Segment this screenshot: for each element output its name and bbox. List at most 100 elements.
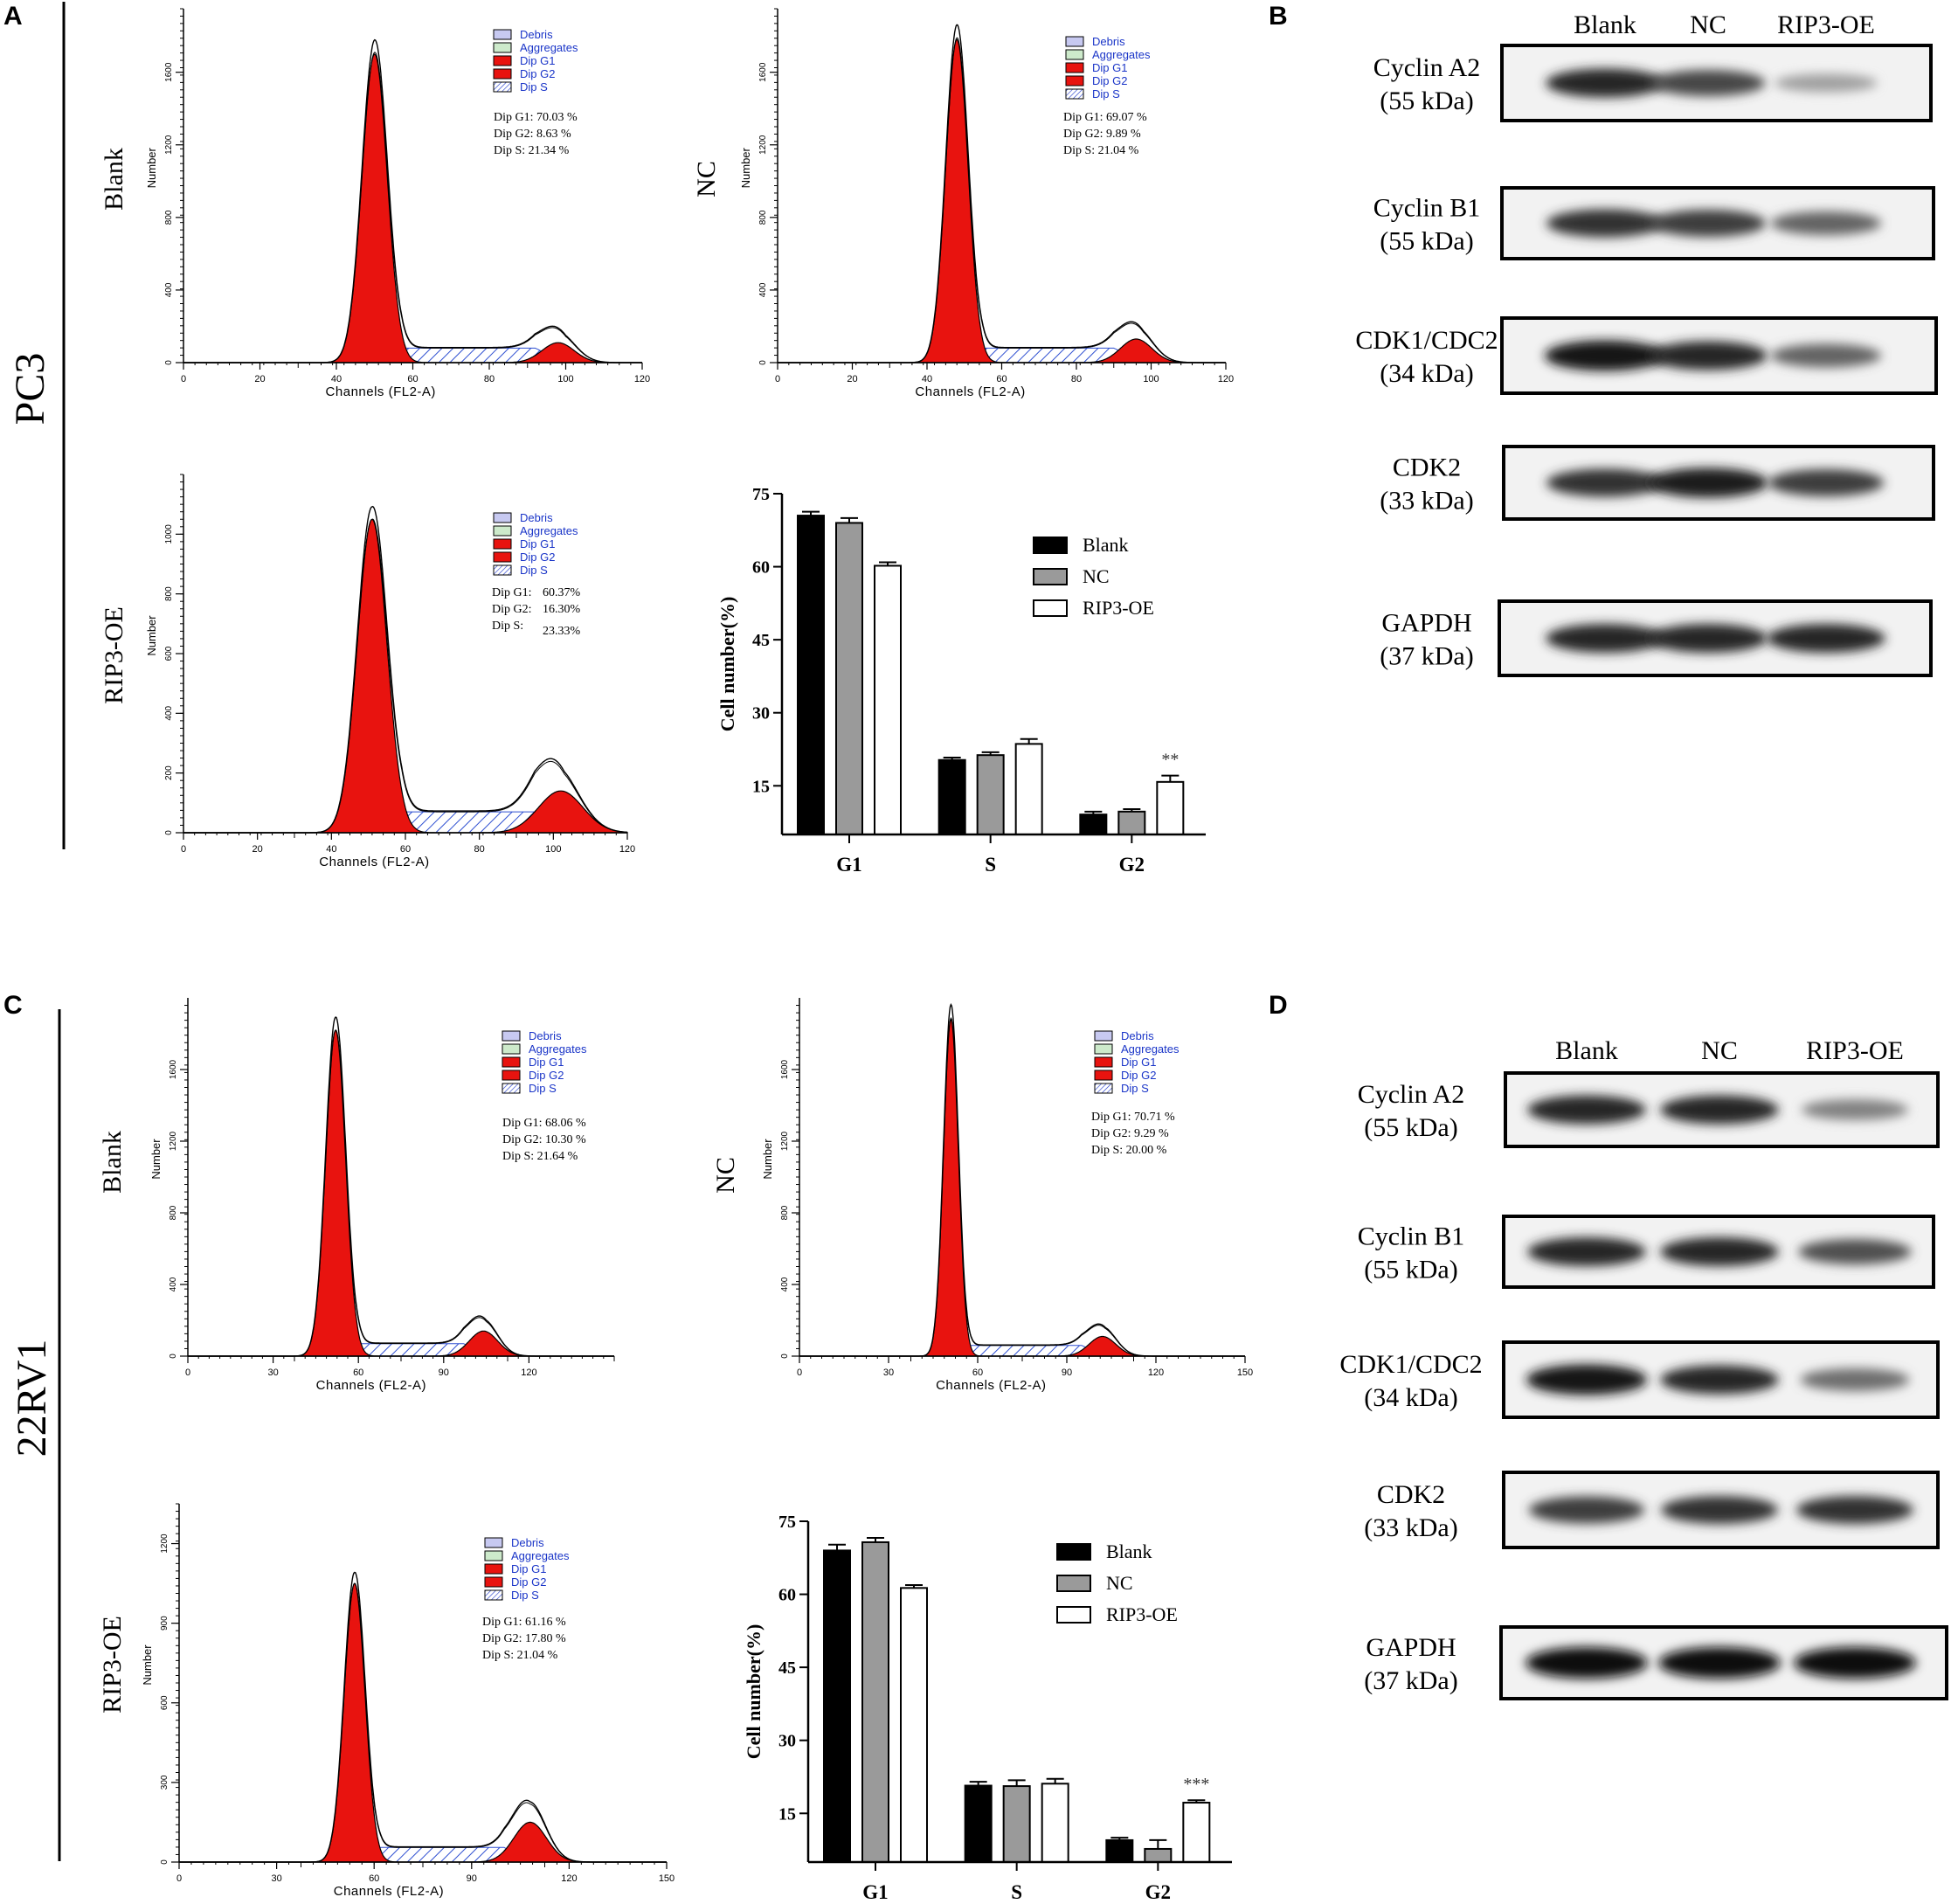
legend-swatch xyxy=(1094,1030,1113,1042)
legend-label: RIP3-OE xyxy=(1106,1603,1178,1625)
histogram-envelope-line xyxy=(183,505,627,834)
legend-label: Aggregates xyxy=(529,1042,587,1056)
legend-swatch xyxy=(493,81,512,93)
legend-swatch xyxy=(1065,36,1084,47)
y-tick-label: 0 xyxy=(164,360,174,365)
lane-label: RIP3-OE xyxy=(1806,1036,1904,1065)
x-tick-label: 40 xyxy=(331,374,342,384)
blot-strip-cyclin-b1: Cyclin B1 (55 kDa) xyxy=(1358,1215,1935,1289)
y-tick-label: 60 xyxy=(752,558,770,578)
stats-value: 16.30% xyxy=(543,603,581,616)
legend-label: Dip S xyxy=(520,564,548,577)
blot-strip-gapdh: GAPDH (37 kDa) xyxy=(1380,599,1933,677)
legend-label: Dip G2 xyxy=(520,67,555,80)
legend-label: Dip S xyxy=(529,1082,557,1095)
s-phase-area xyxy=(799,1345,1245,1357)
protein-band xyxy=(1660,1095,1779,1125)
legend-swatch xyxy=(484,1589,503,1601)
protein-band xyxy=(1528,1496,1645,1524)
legend-label: RIP3-OE xyxy=(1083,597,1154,619)
lane-label: NC xyxy=(1690,10,1726,39)
category-label: S xyxy=(985,854,996,876)
legend-swatch xyxy=(502,1030,521,1042)
y-tick-label: 900 xyxy=(160,1616,170,1631)
stats-line: Dip G1: 61.16 % xyxy=(482,1616,566,1629)
condition-label: Blank xyxy=(100,148,128,211)
blot-strip-cdk2: CDK2 (33 kDa) xyxy=(1364,1471,1940,1549)
flow-histogram-a-rip3-oe: 0 20 40 60 80 100 120 0 200 400 600 800 1000 Channels… xyxy=(100,474,635,869)
legend-label: Aggregates xyxy=(1092,48,1151,61)
y-axis-label: Number xyxy=(149,1139,163,1180)
y-tick-label: 1600 xyxy=(780,1059,790,1079)
lane-label: RIP3-OE xyxy=(1777,10,1875,39)
legend-swatch xyxy=(493,42,512,53)
bar-s-blank xyxy=(964,1784,993,1863)
bar-g1-blank xyxy=(797,515,825,835)
x-axis-label: Channels (FL2-A) xyxy=(326,384,436,399)
y-tick-label: 300 xyxy=(160,1775,170,1790)
bar-g1-blank xyxy=(823,1549,851,1864)
protein-size: (55 kDa) xyxy=(1364,1113,1457,1142)
protein-band xyxy=(1658,1647,1781,1679)
bar-s-rip3-oe xyxy=(1014,743,1043,835)
x-tick-label: 30 xyxy=(883,1367,894,1378)
protein-band xyxy=(1527,1095,1646,1125)
legend-swatch xyxy=(502,1070,521,1081)
blot-strip-cdk1-cdc2: CDK1/CDC2 (34 kDa) xyxy=(1355,316,1938,395)
y-tick-label: 400 xyxy=(169,1277,178,1291)
y-tick-label: 0 xyxy=(758,360,768,365)
protein-name: Cyclin B1 xyxy=(1358,1222,1465,1251)
bar-g2-blank xyxy=(1105,1838,1134,1863)
legend-label: Debris xyxy=(1121,1029,1154,1042)
bar-s-nc xyxy=(976,754,1005,836)
legend-label: Dip G2 xyxy=(529,1069,564,1082)
legend-swatch xyxy=(1056,1606,1091,1624)
g1-peak-area xyxy=(778,38,1226,363)
protein-name: CDK1/CDC2 xyxy=(1339,1350,1482,1379)
y-tick-label: 60 xyxy=(778,1586,796,1605)
protein-band xyxy=(1798,1239,1912,1264)
bar-g1-rip3-oe xyxy=(900,1587,928,1864)
y-tick-label: 800 xyxy=(164,210,174,225)
protein-band xyxy=(1544,340,1666,371)
condition-label: NC xyxy=(711,1157,740,1194)
x-tick-label: 40 xyxy=(922,374,932,384)
legend-swatch xyxy=(1033,537,1068,554)
y-tick-label: 200 xyxy=(164,765,174,780)
legend-label: Debris xyxy=(520,28,553,41)
legend-label: Debris xyxy=(529,1029,562,1042)
x-axis-label: Channels (FL2-A) xyxy=(334,1884,444,1899)
protein-size: (33 kDa) xyxy=(1380,487,1473,516)
blot-strip-cyclin-b1: Cyclin B1 (55 kDa) xyxy=(1373,186,1935,260)
protein-band xyxy=(1768,469,1885,496)
y-tick-label: 1200 xyxy=(164,135,174,155)
y-tick-label: 15 xyxy=(778,1804,796,1824)
y-tick-label: 1200 xyxy=(169,1131,178,1151)
x-tick-label: 0 xyxy=(176,1873,182,1884)
stats-line: Dip S: 21.04 % xyxy=(482,1649,558,1662)
legend-swatch xyxy=(1065,49,1084,60)
x-tick-label: 20 xyxy=(254,374,265,384)
y-axis-label: Number xyxy=(761,1139,774,1180)
stats-line: Dip G2: 9.89 % xyxy=(1063,128,1141,141)
blot-strip-gapdh: GAPDH (37 kDa) xyxy=(1364,1625,1948,1700)
stats-value: 23.33% xyxy=(543,625,581,638)
category-label: G1 xyxy=(862,1881,888,1903)
legend-label: Dip G1 xyxy=(1121,1056,1156,1069)
protein-band xyxy=(1648,467,1768,498)
panel-letter-b: B xyxy=(1269,2,1288,31)
protein-band xyxy=(1546,68,1664,98)
legend-label: Debris xyxy=(1092,35,1125,48)
y-tick-label: 0 xyxy=(160,1859,170,1865)
g1-peak-area xyxy=(179,1582,667,1863)
g1-peak-area xyxy=(183,53,642,363)
legend-label: Blank xyxy=(1106,1541,1152,1562)
panel-letter-d: D xyxy=(1269,991,1288,1020)
protein-band xyxy=(1546,468,1664,497)
bar-s-rip3-oe xyxy=(1041,1783,1069,1864)
y-tick-label: 75 xyxy=(752,485,770,504)
x-tick-label: 80 xyxy=(484,374,495,384)
category-label: G2 xyxy=(1145,1881,1171,1903)
protein-size: (55 kDa) xyxy=(1380,87,1473,115)
